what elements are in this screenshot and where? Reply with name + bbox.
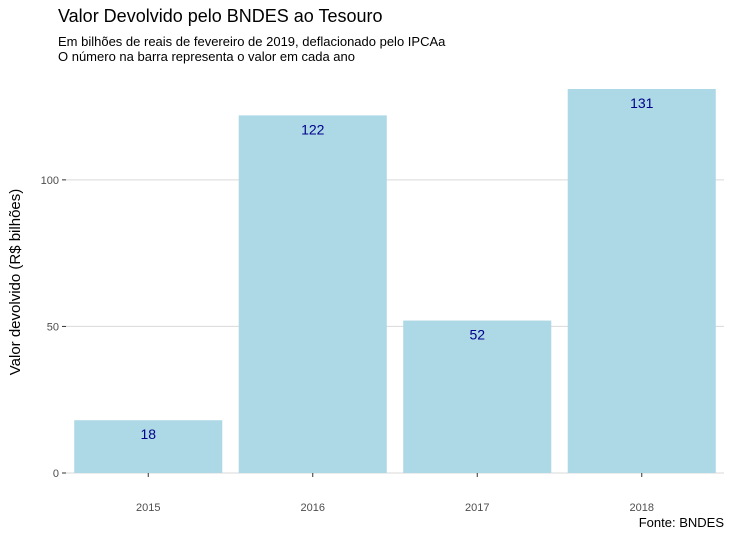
chart-title: Valor Devolvido pelo BNDES ao Tesouro bbox=[58, 6, 383, 26]
chart-caption: Fonte: BNDES bbox=[638, 515, 724, 530]
bar-value-labels: 18 122 52 131 bbox=[140, 95, 653, 442]
bar-2015 bbox=[74, 420, 223, 473]
bar-2016 bbox=[238, 115, 387, 473]
x-tick-label-2016: 2016 bbox=[301, 502, 325, 514]
y-tick-label-100: 100 bbox=[41, 175, 59, 187]
x-tick-label-2018: 2018 bbox=[630, 502, 654, 514]
axes: 0 50 100 2015 2016 2017 2018 bbox=[41, 175, 654, 514]
y-tick-label-50: 50 bbox=[47, 321, 59, 333]
y-axis-label: Valor devolvido (R$ bilhões) bbox=[7, 189, 24, 375]
bar-label-2018: 131 bbox=[630, 95, 654, 111]
chart-subtitle-line-2: O número na barra representa o valor em … bbox=[58, 49, 356, 64]
chart-subtitle-line-1: Em bilhões de reais de fevereiro de 2019… bbox=[58, 34, 446, 49]
bar-label-2017: 52 bbox=[469, 327, 485, 343]
x-tick-label-2017: 2017 bbox=[465, 502, 489, 514]
x-tick-label-2015: 2015 bbox=[136, 502, 160, 514]
bar-2017 bbox=[403, 320, 552, 473]
bar-label-2015: 18 bbox=[140, 426, 156, 442]
bar-label-2016: 122 bbox=[301, 121, 325, 137]
bar-2018 bbox=[567, 89, 716, 473]
y-tick-label-0: 0 bbox=[53, 468, 59, 480]
bars bbox=[74, 89, 716, 473]
